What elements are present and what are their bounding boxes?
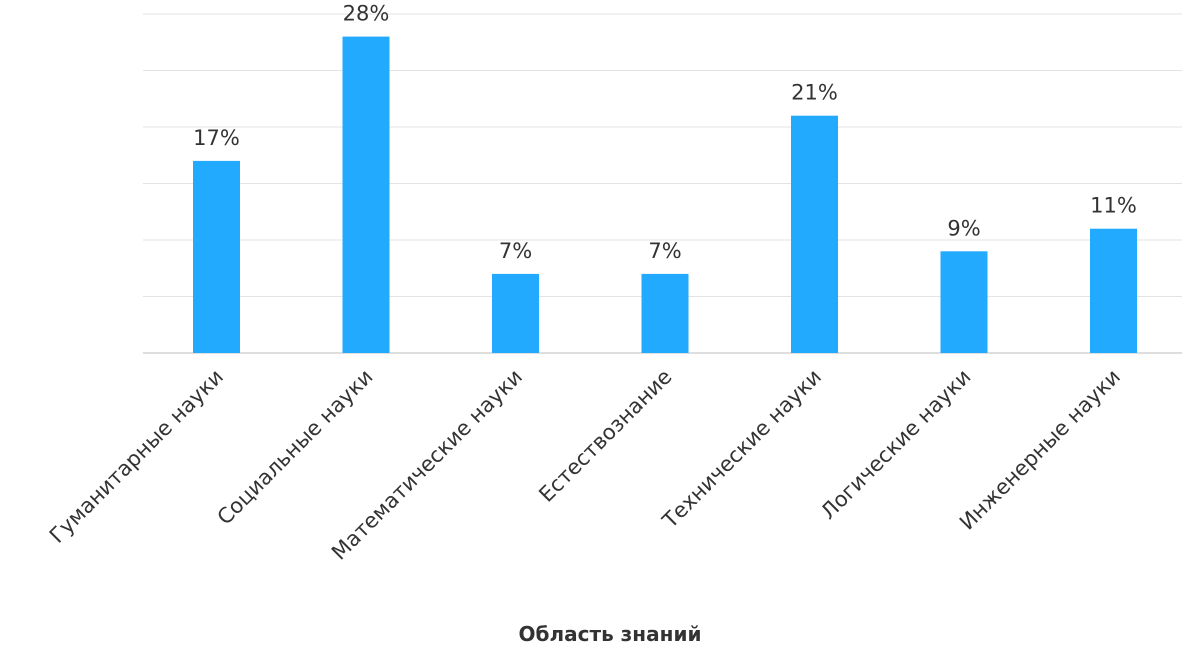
- bar-value-label: 11%: [1090, 194, 1137, 218]
- bar: [193, 160, 240, 353]
- bar-value-label: 17%: [193, 126, 240, 150]
- x-tick-label: Технические науки: [657, 365, 826, 534]
- x-tick-label: Социальные науки: [213, 365, 378, 530]
- bar-value-label: 21%: [791, 81, 838, 105]
- x-tick-label: Логические науки: [816, 365, 975, 524]
- gridlines: [143, 13, 1182, 354]
- x-tick-label: Инженерные науки: [955, 365, 1125, 535]
- bar: [342, 36, 390, 353]
- bar: [940, 251, 988, 353]
- x-tick-label: Гуманитарные науки: [45, 365, 228, 548]
- bar-value-label: 28%: [343, 2, 390, 26]
- bar: [791, 115, 838, 353]
- bar-value-label: 7%: [499, 239, 532, 263]
- bar-value-label: 7%: [648, 239, 681, 263]
- bar: [641, 273, 689, 353]
- x-tick-label: Естествознание: [534, 365, 676, 507]
- bar: [492, 273, 539, 353]
- value-labels: 17% 28% 7% 7% 21% 9% 11%: [193, 2, 1137, 263]
- x-axis-title: Область знаний: [519, 622, 702, 646]
- bars: [193, 36, 1137, 353]
- bar: [1090, 228, 1137, 353]
- bar-value-label: 9%: [947, 216, 980, 240]
